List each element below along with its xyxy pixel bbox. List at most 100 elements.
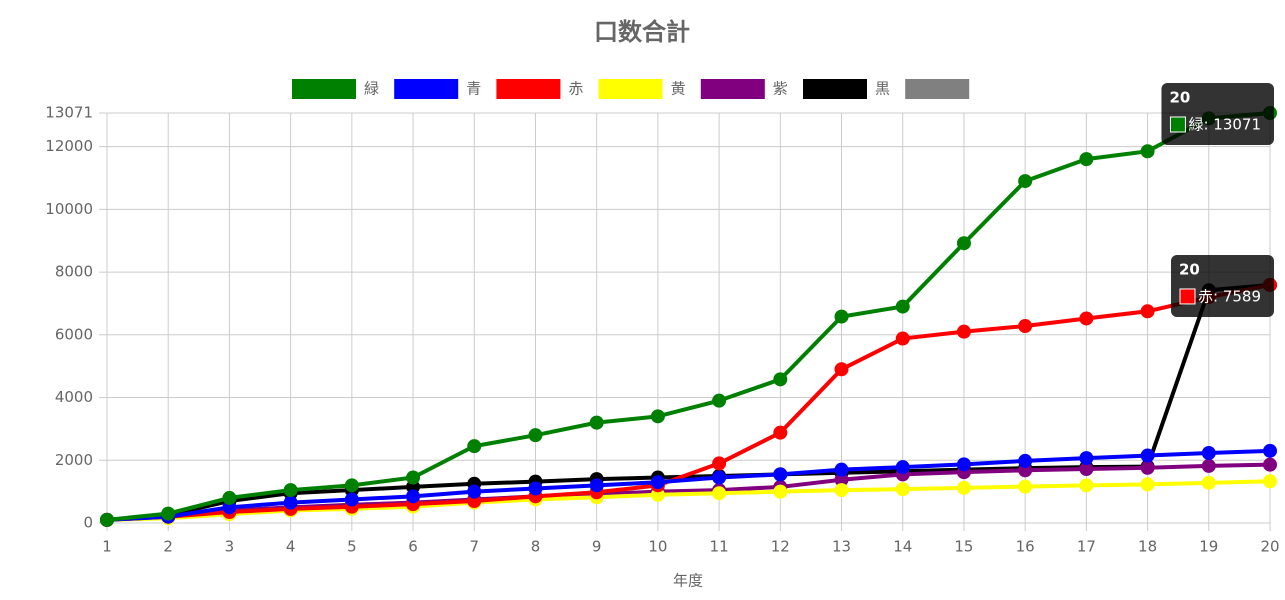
x-tick-label: 18 [1138, 538, 1157, 556]
tooltip-text: 緑: 13071 [1188, 116, 1261, 134]
x-tick-label: 9 [592, 538, 602, 556]
data-point [1201, 446, 1216, 461]
data-point [1079, 451, 1094, 466]
data-point [1263, 474, 1277, 489]
data-point [956, 324, 971, 339]
series-line [106, 479, 1271, 522]
data-point [589, 415, 604, 430]
data-point [1018, 453, 1033, 468]
data-point [712, 486, 727, 501]
tooltip-box [1171, 254, 1274, 317]
data-point [344, 492, 359, 507]
x-tick-label: 16 [1016, 538, 1035, 556]
data-point [773, 484, 788, 499]
legend-swatch [700, 79, 765, 99]
series-line [106, 448, 1271, 522]
data-point [1079, 311, 1094, 326]
data-point [1140, 448, 1155, 463]
x-tick-label: 7 [469, 538, 479, 556]
legend-swatch [394, 79, 459, 99]
x-tick-label: 11 [710, 538, 729, 556]
y-tick-label: 2000 [55, 451, 93, 469]
x-tick-label: 8 [531, 538, 541, 556]
x-tick-label: 5 [347, 538, 357, 556]
series-line [106, 111, 1271, 522]
x-tick-label: 10 [648, 538, 667, 556]
data-point [283, 495, 298, 510]
legend-label: 黒 [875, 80, 890, 98]
x-tick-label: 1 [102, 538, 112, 556]
data-point [895, 460, 910, 475]
x-tick-label: 20 [1260, 538, 1279, 556]
chart-title: 口数合計 [594, 18, 690, 46]
series-line [106, 282, 1271, 522]
data-point [712, 393, 727, 408]
data-point [1140, 460, 1155, 475]
x-tick-label: 17 [1077, 538, 1096, 556]
tooltip-swatch [1179, 288, 1196, 305]
tooltip-title: 20 [1179, 260, 1200, 278]
data-point [1079, 478, 1094, 493]
data-point [467, 439, 482, 454]
legend-label: 赤 [568, 80, 583, 98]
data-point [1201, 458, 1216, 473]
legend-swatch [803, 79, 867, 99]
x-tick-label: 12 [771, 538, 790, 556]
data-point [834, 483, 849, 498]
data-point [773, 425, 788, 440]
data-point [712, 456, 727, 471]
legend-swatch [598, 79, 663, 99]
data-point [1140, 304, 1155, 319]
data-point [773, 467, 788, 482]
data-point [895, 299, 910, 314]
data-point [650, 475, 665, 490]
data-point [344, 478, 359, 493]
legend-swatch [905, 79, 970, 99]
data-point [834, 462, 849, 477]
x-tick-label: 2 [163, 538, 173, 556]
data-point [528, 428, 543, 443]
data-point [1201, 475, 1216, 490]
data-point [773, 372, 788, 387]
x-tick-label: 14 [893, 538, 912, 556]
data-point [895, 482, 910, 497]
x-tick-label: 3 [225, 538, 235, 556]
data-point [1018, 319, 1033, 334]
x-tick-label: 13 [832, 538, 851, 556]
data-point [1140, 477, 1155, 492]
data-point [100, 512, 114, 527]
y-tick-label: 12000 [45, 137, 93, 155]
data-point [589, 478, 604, 493]
legend-swatch [496, 79, 561, 99]
data-point [1140, 144, 1155, 159]
y-tick-label: 10000 [45, 200, 93, 218]
data-point [528, 481, 543, 496]
data-point [406, 470, 421, 485]
legend-label: 緑 [364, 80, 379, 98]
y-tick-label: 4000 [55, 388, 93, 406]
data-point [1263, 457, 1277, 472]
y-tick-label: 13071 [45, 104, 93, 122]
x-tick-label: 4 [286, 538, 296, 556]
x-tick-label: 19 [1199, 538, 1218, 556]
data-point [467, 484, 482, 499]
data-point [956, 457, 971, 472]
x-tick-label: 6 [408, 538, 418, 556]
data-point [712, 470, 727, 485]
data-point [1079, 152, 1094, 167]
data-point [650, 409, 665, 424]
tooltip-box [1161, 83, 1274, 145]
legend-label: 青 [466, 80, 481, 98]
data-point [1018, 174, 1033, 189]
data-point [1018, 479, 1033, 494]
x-axis-label: 年度 [673, 572, 703, 590]
legend-swatch [292, 79, 356, 99]
data-point [1263, 443, 1277, 458]
data-point [834, 472, 849, 487]
y-tick-label: 0 [83, 514, 93, 532]
legend-label: 紫 [773, 80, 788, 98]
data-point [895, 331, 910, 346]
data-point [406, 489, 421, 504]
tooltip-text: 赤: 7589 [1198, 287, 1261, 305]
y-tick-label: 6000 [55, 325, 93, 343]
